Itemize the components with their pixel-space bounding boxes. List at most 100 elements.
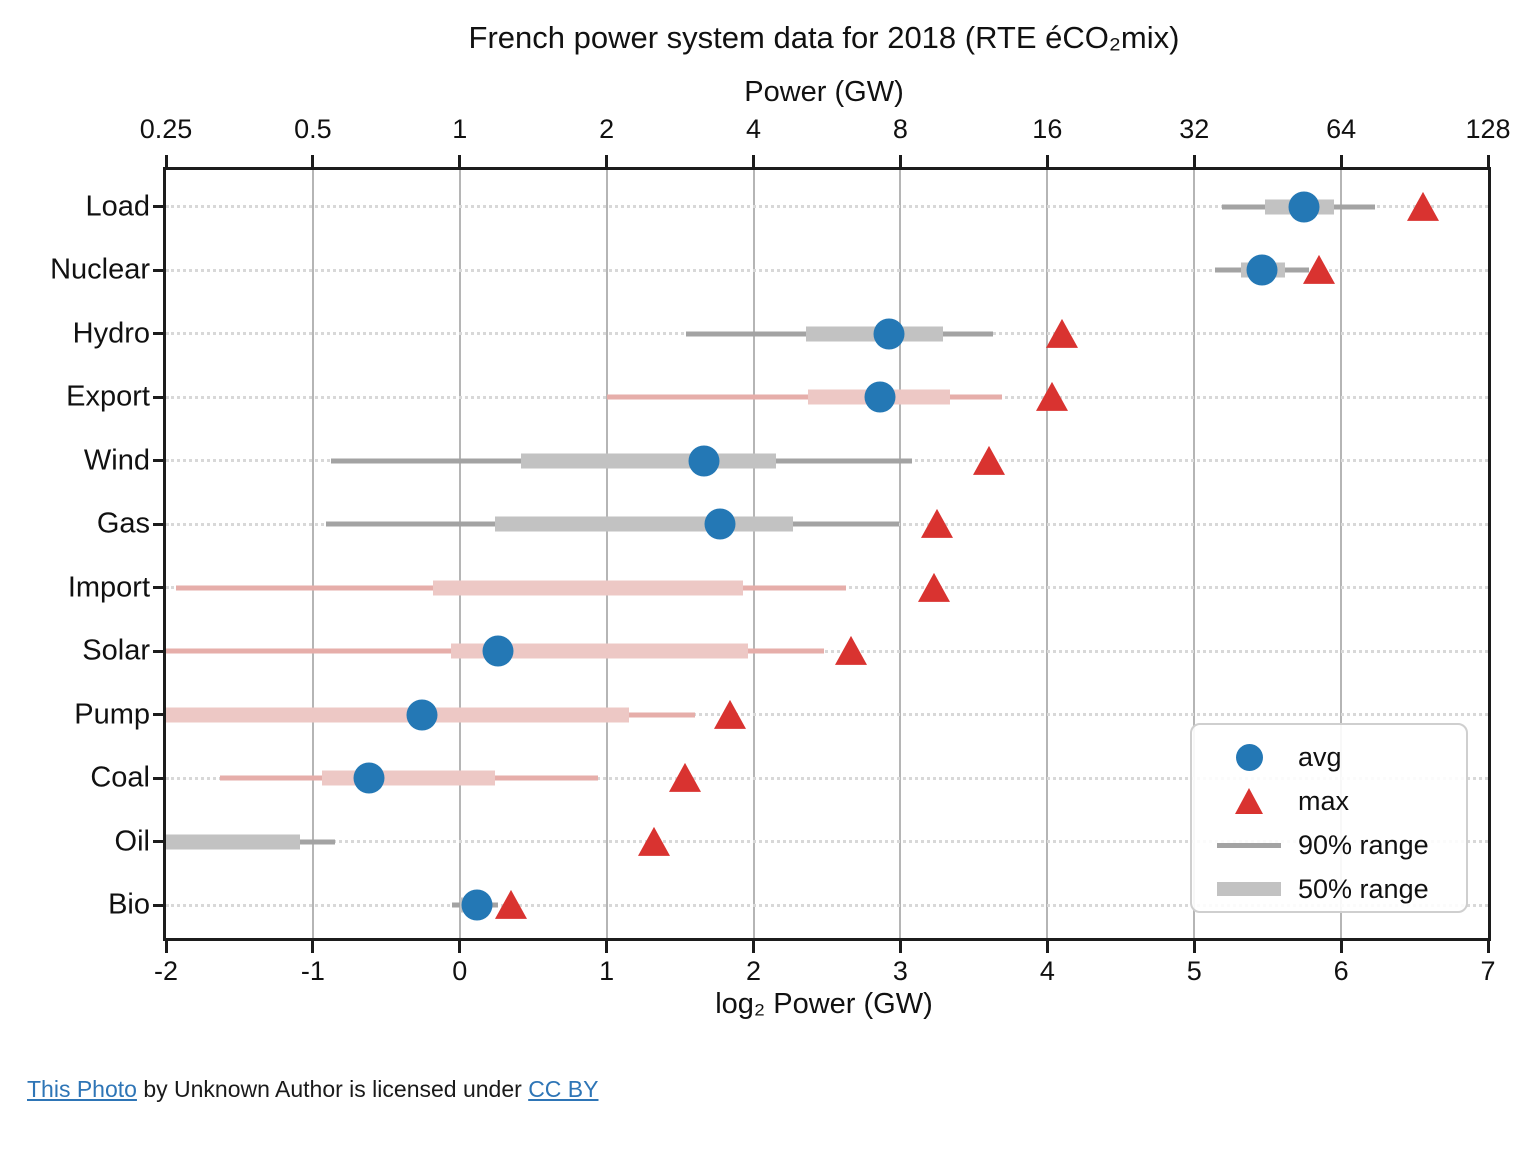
v-gridline [752, 170, 755, 938]
x-ticklabel-bottom: -2 [153, 956, 179, 986]
legend-label: 90% range [1298, 829, 1429, 860]
x-ticklabel-top: 2 [599, 114, 615, 144]
x-tick-bottom [898, 941, 902, 953]
x-tick-bottom [1486, 941, 1490, 953]
x-tick-top [1192, 155, 1196, 167]
range-50pct [433, 580, 744, 595]
x-tick-bottom [1192, 941, 1196, 953]
avg-marker [482, 635, 514, 667]
this-photo-link[interactable]: This Photo [27, 1076, 137, 1102]
max-marker [668, 762, 701, 792]
x-tick-top [752, 155, 756, 167]
legend-item-50-range: 50% range [1192, 867, 1466, 911]
category-label: Coal [90, 761, 150, 794]
range-50pct [321, 770, 496, 786]
y-tick [153, 649, 163, 653]
y-tick [153, 840, 163, 843]
x-tick-top [164, 155, 168, 167]
x-tick-top [1486, 155, 1490, 167]
row-dotted-gridline [166, 713, 1488, 716]
y-tick [153, 776, 163, 780]
x-ticklabel-bottom: 5 [1186, 956, 1202, 986]
y-tick [153, 205, 163, 208]
x-tick-bottom [752, 941, 756, 953]
range-50pct [450, 643, 748, 659]
x-ticklabel-top: 4 [746, 114, 762, 144]
category-label: Gas [96, 507, 150, 540]
x-tick-bottom [1339, 941, 1343, 953]
max-marker [834, 635, 867, 665]
x-ticklabel-top: 1 [452, 114, 468, 144]
x-ticklabel-bottom: 6 [1333, 956, 1349, 986]
x-ticklabel-bottom: 4 [1039, 956, 1055, 986]
y-tick [153, 268, 163, 272]
v-gridline [899, 170, 902, 938]
top-axis-title: Power (GW) [744, 76, 904, 108]
legend: avg max 90% range 50% range [1190, 723, 1468, 913]
category-label: Load [85, 190, 150, 222]
max-marker [972, 445, 1005, 475]
legend-item-avg: avg [1192, 735, 1466, 779]
category-label: Pump [74, 698, 150, 730]
max-marker [495, 889, 528, 919]
v-gridline [1046, 170, 1049, 938]
max-marker [918, 572, 951, 602]
x-ticklabel-bottom: 2 [746, 956, 762, 986]
row-dotted-gridline [166, 903, 1488, 907]
category-label: Hydro [72, 317, 150, 349]
max-marker [637, 826, 670, 856]
v-gridline [605, 170, 608, 938]
avg-marker [873, 318, 905, 349]
y-tick [153, 522, 163, 526]
x-ticklabel-top: 8 [892, 114, 908, 144]
y-tick [153, 459, 163, 462]
avg-marker [353, 762, 385, 794]
v-gridline [1193, 170, 1196, 938]
x-ticklabel-top: 0.5 [294, 114, 332, 144]
range-50pct [495, 516, 794, 532]
y-tick [153, 903, 163, 907]
x-ticklabel-top: 0.25 [139, 114, 193, 144]
category-label: Import [67, 571, 150, 603]
max-marker [714, 699, 747, 729]
y-tick [153, 395, 163, 399]
cc-by-link[interactable]: CC BY [528, 1076, 599, 1102]
max-marker [1303, 254, 1336, 284]
x-ticklabel-top: 64 [1326, 114, 1357, 144]
category-label: Solar [82, 634, 150, 667]
range-50pct [521, 453, 776, 468]
legend-label: 50% range [1298, 873, 1429, 904]
range-50pct [166, 707, 629, 722]
x-ticklabel-top: 128 [1465, 114, 1511, 144]
avg-marker [1288, 191, 1320, 222]
x-tick-top [898, 155, 902, 167]
v-gridline [458, 170, 461, 938]
avg-circle-icon [1214, 743, 1284, 771]
avg-marker [704, 508, 736, 540]
x-ticklabel-bottom: 3 [892, 956, 908, 986]
row-dotted-gridline [166, 776, 1488, 780]
row-dotted-gridline [166, 268, 1488, 272]
y-tick [153, 713, 163, 716]
chart-title: French power system data for 2018 (RTE é… [468, 20, 1180, 55]
y-tick [153, 586, 163, 589]
x-tick-bottom [605, 941, 609, 953]
legend-item-90-range: 90% range [1192, 823, 1466, 867]
x-ticklabel-top: 16 [1032, 114, 1063, 144]
x-ticklabel-bottom: -1 [300, 956, 325, 986]
x-tick-bottom [164, 941, 168, 953]
attribution: This Photo by Unknown Author is licensed… [27, 1076, 598, 1103]
category-label: Export [66, 380, 150, 413]
x-ticklabel-top: 32 [1179, 114, 1210, 144]
category-label: Nuclear [50, 253, 150, 286]
max-marker [921, 508, 954, 538]
legend-label: avg [1298, 741, 1342, 772]
max-triangle-icon [1214, 788, 1284, 814]
x-tick-bottom [311, 941, 315, 953]
v-gridline [311, 170, 314, 938]
x-tick-top [1339, 155, 1343, 167]
legend-item-max: max [1192, 779, 1466, 823]
legend-label: max [1298, 785, 1350, 816]
thin-line-icon [1214, 842, 1284, 848]
